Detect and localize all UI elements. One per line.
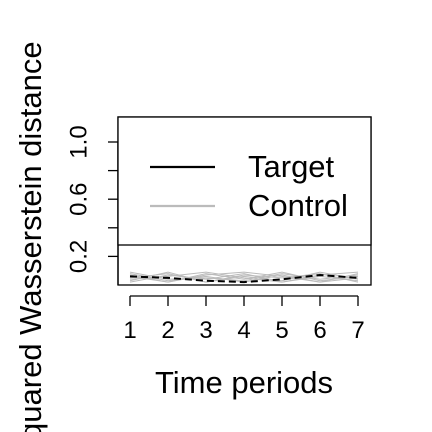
x-tick-label: 7 <box>351 317 364 344</box>
x-tick-label: 3 <box>199 317 212 344</box>
y-axis-label: Squared Wasserstein distance <box>13 41 48 432</box>
x-tick-label: 5 <box>275 317 288 344</box>
legend-label-target: Target <box>248 149 335 184</box>
x-tick-label: 1 <box>123 317 136 344</box>
series-line-control <box>129 271 359 283</box>
series-line-control <box>129 271 359 283</box>
x-axis-label: Time periods <box>155 365 333 400</box>
y-ticks: 0.2 0.6 1.0 <box>65 125 118 273</box>
y-tick-label: 0.2 <box>65 240 92 273</box>
x-tick-label: 4 <box>237 317 250 344</box>
y-tick-label: 1.0 <box>65 125 92 158</box>
series-layer <box>129 271 359 284</box>
series-line-control <box>129 271 359 282</box>
series-line-control <box>129 271 359 283</box>
x-tick-label: 6 <box>313 317 326 344</box>
x-tick-label: 2 <box>161 317 174 344</box>
legend-box <box>117 116 372 246</box>
series-line-control <box>129 273 359 283</box>
legend-label-control: Control <box>248 188 348 223</box>
series-line-target <box>129 273 359 284</box>
legend: Target Control <box>117 116 372 246</box>
y-tick-label: 0.6 <box>65 183 92 216</box>
